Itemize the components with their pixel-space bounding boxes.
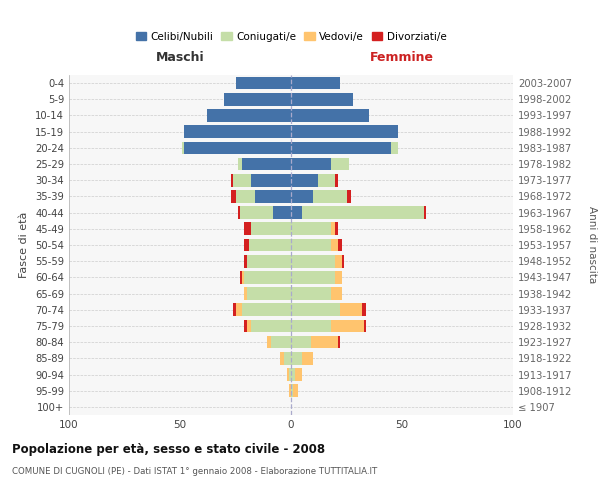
Bar bbox=[240, 206, 273, 219]
Bar bbox=[240, 271, 242, 283]
Bar bbox=[231, 174, 233, 186]
Bar bbox=[182, 142, 184, 154]
Bar bbox=[291, 384, 293, 397]
Bar bbox=[289, 384, 291, 397]
Bar bbox=[331, 222, 335, 235]
Bar bbox=[391, 142, 398, 154]
Bar bbox=[335, 222, 338, 235]
Bar bbox=[291, 320, 331, 332]
Bar bbox=[291, 174, 317, 186]
Bar bbox=[338, 238, 342, 252]
Bar bbox=[266, 336, 271, 348]
Bar bbox=[331, 288, 342, 300]
Bar bbox=[291, 271, 335, 283]
Bar bbox=[206, 109, 291, 122]
Bar bbox=[342, 255, 344, 268]
Bar bbox=[251, 174, 291, 186]
Bar bbox=[291, 142, 391, 154]
Bar bbox=[293, 384, 298, 397]
Bar bbox=[291, 352, 302, 364]
Bar bbox=[335, 271, 342, 283]
Bar bbox=[273, 206, 291, 219]
Bar bbox=[224, 93, 291, 106]
Bar bbox=[284, 352, 291, 364]
Bar bbox=[335, 174, 338, 186]
Bar bbox=[291, 158, 331, 170]
Bar bbox=[302, 206, 424, 219]
Text: Anni di nascita: Anni di nascita bbox=[587, 206, 597, 284]
Bar bbox=[235, 190, 256, 202]
Legend: Celibi/Nubili, Coniugati/e, Vedovi/e, Divorziati/e: Celibi/Nubili, Coniugati/e, Vedovi/e, Di… bbox=[131, 28, 451, 46]
Bar bbox=[242, 271, 244, 283]
Bar bbox=[291, 336, 311, 348]
Bar bbox=[233, 304, 235, 316]
Bar bbox=[291, 368, 295, 381]
Bar bbox=[291, 255, 335, 268]
Bar bbox=[235, 77, 291, 90]
Bar bbox=[295, 368, 302, 381]
Text: COMUNE DI CUGNOLI (PE) - Dati ISTAT 1° gennaio 2008 - Elaborazione TUTTITALIA.IT: COMUNE DI CUGNOLI (PE) - Dati ISTAT 1° g… bbox=[12, 468, 377, 476]
Bar bbox=[287, 368, 289, 381]
Bar bbox=[244, 320, 247, 332]
Bar bbox=[424, 206, 427, 219]
Bar bbox=[291, 126, 398, 138]
Bar bbox=[233, 174, 251, 186]
Bar bbox=[340, 304, 362, 316]
Bar bbox=[244, 271, 291, 283]
Bar bbox=[242, 304, 291, 316]
Bar bbox=[247, 320, 251, 332]
Bar bbox=[331, 320, 364, 332]
Bar bbox=[242, 158, 291, 170]
Bar bbox=[256, 190, 291, 202]
Bar bbox=[291, 238, 331, 252]
Bar bbox=[335, 255, 342, 268]
Bar bbox=[231, 190, 235, 202]
Bar bbox=[251, 320, 291, 332]
Text: Femmine: Femmine bbox=[370, 52, 434, 64]
Bar bbox=[291, 206, 302, 219]
Bar bbox=[291, 93, 353, 106]
Bar bbox=[235, 304, 242, 316]
Bar bbox=[184, 126, 291, 138]
Bar bbox=[244, 255, 247, 268]
Bar bbox=[289, 368, 291, 381]
Bar bbox=[238, 158, 242, 170]
Bar bbox=[362, 304, 367, 316]
Bar bbox=[291, 304, 340, 316]
Y-axis label: Fasce di età: Fasce di età bbox=[19, 212, 29, 278]
Bar bbox=[291, 288, 331, 300]
Bar bbox=[247, 255, 291, 268]
Bar bbox=[302, 352, 313, 364]
Bar bbox=[244, 222, 251, 235]
Bar bbox=[331, 158, 349, 170]
Bar bbox=[184, 142, 291, 154]
Text: Maschi: Maschi bbox=[155, 52, 205, 64]
Bar bbox=[338, 336, 340, 348]
Bar bbox=[244, 288, 247, 300]
Bar bbox=[251, 222, 291, 235]
Bar bbox=[291, 109, 368, 122]
Bar bbox=[244, 238, 249, 252]
Bar bbox=[331, 238, 338, 252]
Bar bbox=[271, 336, 291, 348]
Bar bbox=[291, 190, 313, 202]
Bar bbox=[313, 190, 347, 202]
Bar bbox=[247, 288, 291, 300]
Bar bbox=[280, 352, 284, 364]
Bar bbox=[249, 238, 291, 252]
Bar bbox=[317, 174, 335, 186]
Bar bbox=[291, 222, 331, 235]
Bar bbox=[364, 320, 367, 332]
Bar bbox=[291, 77, 340, 90]
Text: Popolazione per età, sesso e stato civile - 2008: Popolazione per età, sesso e stato civil… bbox=[12, 442, 325, 456]
Bar bbox=[347, 190, 351, 202]
Bar bbox=[311, 336, 338, 348]
Bar bbox=[238, 206, 240, 219]
